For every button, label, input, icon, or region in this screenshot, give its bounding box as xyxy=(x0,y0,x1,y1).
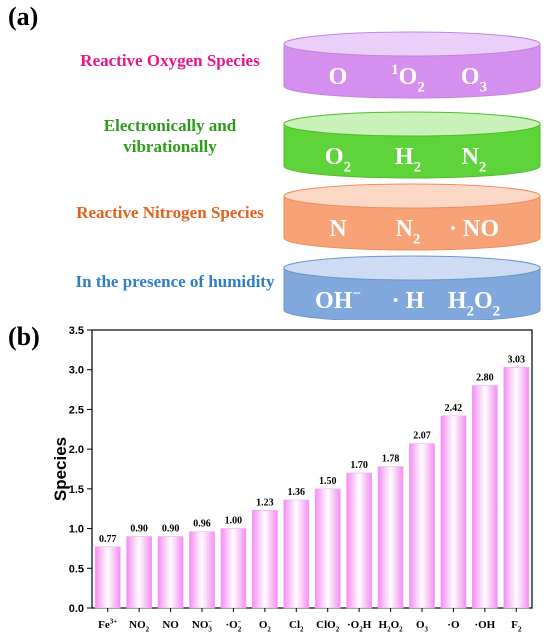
x-tick-label: Cl2​ xyxy=(289,619,304,634)
y-axis-title: Species xyxy=(51,437,70,501)
y-tick-label: 0.0 xyxy=(69,603,84,615)
bar-value-label: 1.78 xyxy=(382,454,400,465)
x-tick-label: ·O xyxy=(447,619,460,631)
y-tick-label: 1.0 xyxy=(69,524,84,536)
x-tick-label: ·O2H xyxy=(347,619,372,634)
x-tick-label: F2​ xyxy=(511,619,522,634)
bar-value-label: 0.96 xyxy=(193,519,211,530)
bar xyxy=(126,536,153,609)
bar xyxy=(409,443,435,609)
category-label-humidity: In the presence of humidity xyxy=(75,272,275,291)
category-label-electronic: Electronically and vibrationally xyxy=(40,115,300,158)
category-label-rns: Reactive Nitrogen Species xyxy=(76,203,264,222)
cylinder-top xyxy=(283,183,541,209)
bar-value-label: 0.90 xyxy=(130,524,148,535)
cylinder-row-4: OH−​ · H H2O2​ xyxy=(283,255,541,320)
plot-frame xyxy=(91,329,533,609)
species-cylinders: O 1O2​ O3​ O2​ H2​ N2​ N N2​ · NO OH−​ · H H2O2​ xyxy=(283,31,541,320)
x-tick-label: ·O2−​ xyxy=(225,617,241,633)
x-tick-label: NO2​ xyxy=(129,619,150,634)
x-tick-label: O3​ xyxy=(416,619,429,634)
bar-value-label: 1.70 xyxy=(350,460,368,471)
bar xyxy=(471,385,498,609)
species-formula: 1O2​ xyxy=(391,62,425,96)
cylinder-top xyxy=(283,111,541,137)
bar xyxy=(283,499,310,609)
cylinder-row-1: O 1O2​ O3​ xyxy=(283,31,541,99)
cylinder-top xyxy=(283,31,541,57)
x-tick-label: ·OH xyxy=(474,619,495,631)
x-tick-label: ClO2​ xyxy=(316,619,340,634)
bar xyxy=(189,531,215,609)
bar-value-label: 2.80 xyxy=(476,373,494,384)
bar-value-label: 1.00 xyxy=(225,516,243,527)
species-formula: OH−​ xyxy=(315,286,361,314)
species-formula: · H xyxy=(392,288,425,314)
bar-value-label: 1.50 xyxy=(319,476,337,487)
y-tick-label: 1.5 xyxy=(69,484,84,496)
y-tick-label: 2.5 xyxy=(69,404,84,416)
bar xyxy=(220,528,247,609)
cylinder-body xyxy=(283,195,541,251)
bar-value-label: 3.03 xyxy=(508,354,526,365)
cylinder-body xyxy=(283,267,541,320)
species-formula: O xyxy=(329,64,348,90)
y-tick-label: 3.0 xyxy=(69,365,84,377)
bar xyxy=(346,472,373,609)
y-tick-label: 3.5 xyxy=(69,325,84,337)
species-formula: · NO xyxy=(449,216,499,242)
bar-value-label: 0.77 xyxy=(99,534,117,545)
bar-value-label: 1.36 xyxy=(288,487,306,498)
cylinder-row-3: N N2​ · NO xyxy=(283,183,541,251)
cylinder-top xyxy=(283,255,541,281)
bar xyxy=(377,466,404,609)
bar xyxy=(314,488,341,609)
bar-value-label: 0.90 xyxy=(162,524,180,535)
species-formula: H2O2​ xyxy=(448,288,500,320)
species-formula: N xyxy=(329,216,347,242)
species-formula: H2​ xyxy=(395,144,421,176)
species-formula: N2​ xyxy=(396,216,421,248)
bar xyxy=(503,367,530,609)
bar-value-label: 1.23 xyxy=(256,497,274,508)
x-tick-label: NO3−​ xyxy=(192,617,213,633)
x-tick-label: Fe3+​ xyxy=(98,617,117,631)
species-formula: O2​ xyxy=(325,144,351,176)
y-tick-label: 0.5 xyxy=(69,563,84,575)
category-label-electronic-line1: Electronically and xyxy=(103,116,237,135)
species-formula: N2​ xyxy=(462,144,487,176)
cylinder-row-2: O2​ H2​ N2​ xyxy=(283,111,541,179)
y-tick-label: 2.0 xyxy=(69,444,84,456)
panel-a-label: (a) xyxy=(8,2,39,31)
cylinder-body xyxy=(283,43,541,99)
bar xyxy=(251,510,278,609)
category-label-ros: Reactive Oxygen Species xyxy=(80,51,260,70)
cylinder-body xyxy=(283,123,541,179)
bar xyxy=(440,415,467,609)
bar-value-label: 2.07 xyxy=(413,431,431,442)
x-tick-label: H2O2​ xyxy=(379,619,404,634)
species-formula: O3​ xyxy=(461,64,487,96)
bar-value-label: 2.42 xyxy=(445,403,463,414)
bar xyxy=(157,536,184,609)
category-label-electronic-line2: vibrationally xyxy=(123,137,217,157)
x-tick-label: O2​ xyxy=(259,619,272,634)
panel-b-label: (b) xyxy=(8,322,40,351)
bar xyxy=(94,546,121,609)
x-tick-label: NO xyxy=(162,619,179,631)
